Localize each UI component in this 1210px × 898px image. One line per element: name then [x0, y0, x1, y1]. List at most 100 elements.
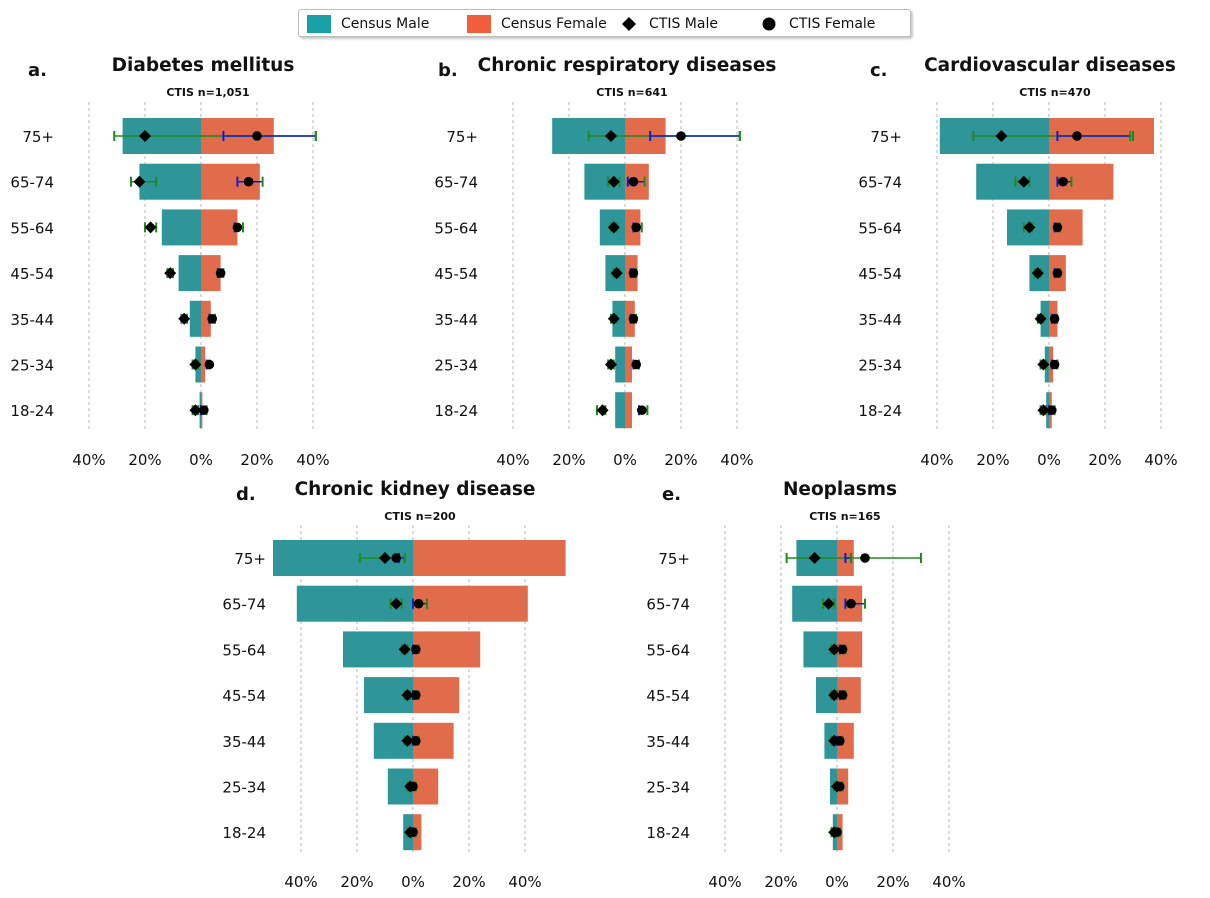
census-female-bar	[837, 722, 854, 759]
y-tick-label: 18-24	[434, 402, 478, 420]
y-tick-label: 65-74	[222, 596, 266, 614]
ctis-male-marker	[605, 358, 617, 371]
legend: Census Male Census Female CTIS Male CTIS…	[298, 9, 911, 37]
legend-item-ctis-male: CTIS Male	[617, 14, 718, 34]
x-tick-label: 20%	[876, 873, 909, 891]
ctis-male-marker	[1017, 175, 1030, 188]
census-male-bar	[615, 392, 625, 429]
ctis-female-marker	[232, 222, 243, 233]
census-female-bar	[837, 677, 861, 714]
ctis-male-marker	[607, 175, 620, 188]
census-male-bar	[189, 300, 201, 337]
ctis-female-marker	[1049, 314, 1060, 324]
y-tick-label: 45-54	[222, 687, 266, 705]
y-tick-label: 65-74	[646, 596, 690, 614]
panel-subtitle: CTIS n=641	[596, 86, 667, 99]
x-tick-label: 40%	[496, 451, 529, 469]
ctis-male-marker	[605, 130, 617, 142]
ctis-female-marker	[846, 598, 856, 609]
census-female-bar	[201, 255, 221, 292]
panel-letter: d.	[236, 484, 256, 505]
legend-item-census-male: Census Male	[307, 14, 429, 34]
ctis-female-marker	[676, 131, 686, 141]
y-tick-label: 65-74	[858, 174, 902, 192]
x-tick-label: 40%	[508, 873, 541, 891]
ctis-female-marker	[837, 644, 848, 655]
ctis-female-marker	[199, 405, 209, 416]
ctis-female-marker	[391, 553, 402, 563]
y-tick-label: 25-34	[858, 357, 902, 375]
x-tick-label: 20%	[976, 451, 1009, 469]
x-tick-label: 40%	[296, 451, 329, 469]
diamond-marker-icon	[617, 15, 641, 33]
x-tick-label: 0%	[825, 873, 849, 891]
y-tick-label: 18-24	[858, 402, 902, 420]
x-tick-label: 20%	[240, 451, 273, 469]
ctis-female-marker	[1052, 268, 1063, 278]
ctis-female-marker	[215, 268, 226, 278]
ctis-female-marker	[1049, 359, 1060, 370]
y-tick-label: 35-44	[858, 311, 902, 329]
x-tick-label: 20%	[1088, 451, 1121, 469]
ctis-male-marker	[178, 312, 191, 325]
y-tick-label: 35-44	[222, 733, 266, 751]
ctis-male-marker	[1034, 312, 1047, 325]
legend-label: Census Female	[501, 16, 607, 32]
ctis-male-marker	[398, 643, 411, 656]
ctis-female-marker	[1052, 222, 1063, 233]
census-female-bar	[413, 631, 481, 668]
y-tick-label: 25-34	[646, 779, 690, 797]
ctis-male-marker	[1031, 267, 1044, 280]
ctis-female-marker	[252, 131, 262, 141]
legend-label: Census Male	[341, 16, 430, 32]
ctis-male-marker	[189, 358, 202, 371]
y-tick-label: 55-64	[858, 219, 902, 237]
census-female-bar	[201, 209, 238, 246]
panel-title: Chronic respiratory diseases	[478, 55, 777, 76]
y-tick-label: 45-54	[646, 687, 690, 705]
x-tick-label: 0%	[189, 451, 213, 469]
ctis-female-marker	[837, 690, 848, 700]
x-tick-label: 40%	[920, 451, 953, 469]
census-male-bar	[615, 346, 625, 383]
ctis-female-marker	[207, 314, 217, 324]
census-female-bar	[625, 346, 632, 383]
x-tick-label: 40%	[708, 873, 741, 891]
ctis-female-marker	[1072, 131, 1082, 141]
panel-letter: e.	[662, 484, 681, 505]
census-male-bar	[976, 163, 1049, 200]
panel-subtitle: CTIS n=200	[384, 510, 456, 523]
census-female-bar	[413, 677, 460, 714]
ctis-male-marker	[607, 312, 620, 325]
x-tick-label: 20%	[452, 873, 485, 891]
ctis-female-marker	[408, 827, 418, 837]
ctis-male-marker	[144, 221, 157, 234]
ctis-male-marker	[828, 643, 841, 656]
y-tick-label: 18-24	[10, 402, 54, 420]
y-tick-label: 55-64	[10, 219, 54, 237]
ctis-male-marker	[401, 689, 414, 702]
x-tick-label: 40%	[284, 873, 317, 891]
x-tick-label: 20%	[664, 451, 697, 469]
ctis-female-marker	[628, 268, 639, 278]
ctis-female-marker	[413, 598, 424, 609]
panel-title: Neoplasms	[783, 479, 897, 500]
y-tick-label: 25-34	[10, 357, 54, 375]
census-female-bar	[413, 585, 528, 622]
y-tick-label: 75+	[658, 550, 690, 568]
ctis-female-marker	[1058, 176, 1068, 187]
ctis-male-marker	[139, 130, 151, 142]
ctis-female-marker	[631, 222, 641, 233]
ctis-female-marker	[631, 359, 641, 370]
ctis-male-marker	[822, 597, 835, 610]
y-tick-label: 45-54	[858, 265, 902, 283]
x-tick-label: 0%	[1037, 451, 1061, 469]
ctis-male-marker	[610, 267, 623, 280]
census-female-bar	[201, 300, 211, 337]
ctis-male-marker	[379, 552, 391, 564]
ctis-male-marker	[607, 221, 620, 234]
ctis-female-marker	[243, 176, 254, 187]
x-tick-label: 20%	[764, 873, 797, 891]
y-tick-label: 18-24	[646, 824, 690, 842]
panel-letter: b.	[438, 60, 458, 81]
